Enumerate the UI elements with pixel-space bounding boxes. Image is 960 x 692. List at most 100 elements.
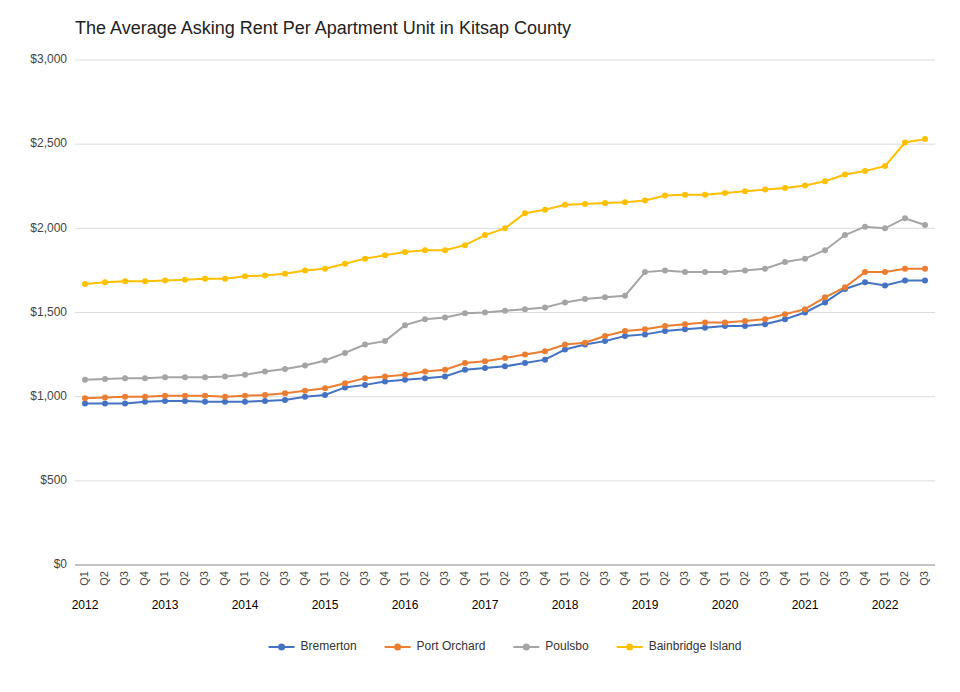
- point: [902, 266, 908, 272]
- point: [482, 358, 488, 364]
- x-tick-label: Q4: [298, 571, 310, 586]
- x-tick-label: Q3: [758, 571, 770, 586]
- y-tick-label: $3,000: [30, 52, 67, 66]
- point: [302, 267, 308, 273]
- point: [802, 306, 808, 312]
- point: [742, 318, 748, 324]
- point: [862, 269, 868, 275]
- point: [742, 267, 748, 273]
- point: [302, 363, 308, 369]
- point: [762, 316, 768, 322]
- point: [922, 136, 928, 142]
- point: [542, 357, 548, 363]
- point: [442, 367, 448, 373]
- point: [562, 299, 568, 305]
- point: [162, 374, 168, 380]
- y-tick-label: $2,500: [30, 136, 67, 150]
- year-label: 2016: [392, 598, 419, 612]
- point: [782, 185, 788, 191]
- x-tick-label: Q1: [718, 571, 730, 586]
- point: [882, 283, 888, 289]
- point: [822, 178, 828, 184]
- point: [482, 365, 488, 371]
- point: [322, 266, 328, 272]
- point: [82, 281, 88, 287]
- x-tick-label: Q3: [118, 571, 130, 586]
- x-tick-label: Q1: [638, 571, 650, 586]
- point: [882, 225, 888, 231]
- y-tick-label: $0: [54, 557, 68, 571]
- point: [342, 350, 348, 356]
- x-tick-label: Q1: [318, 571, 330, 586]
- point: [82, 377, 88, 383]
- point: [202, 374, 208, 380]
- point: [82, 395, 88, 401]
- point: [282, 390, 288, 396]
- point: [662, 323, 668, 329]
- x-tick-label: Q4: [378, 571, 390, 586]
- chart: The Average Asking Rent Per Apartment Un…: [0, 0, 960, 692]
- point: [402, 372, 408, 378]
- point: [762, 187, 768, 193]
- point: [722, 190, 728, 196]
- point: [422, 375, 428, 381]
- point: [242, 273, 248, 279]
- annotations: 2012201320142015201620172018201920202021…: [72, 598, 899, 612]
- point: [422, 368, 428, 374]
- point: [562, 202, 568, 208]
- point: [582, 296, 588, 302]
- point: [882, 269, 888, 275]
- year-label: 2022: [872, 598, 899, 612]
- point: [682, 321, 688, 327]
- point: [422, 247, 428, 253]
- grid-line: [75, 60, 935, 61]
- x-tick-label: Q4: [858, 571, 870, 586]
- point: [502, 308, 508, 314]
- point: [382, 252, 388, 258]
- point: [522, 210, 528, 216]
- x-tick-label: Q1: [878, 571, 890, 586]
- point: [482, 232, 488, 238]
- point: [362, 256, 368, 262]
- point: [322, 392, 328, 398]
- legend-marker: [523, 644, 530, 651]
- point: [702, 320, 708, 326]
- year-label: 2012: [72, 598, 99, 612]
- point: [902, 215, 908, 221]
- point: [802, 256, 808, 262]
- point: [662, 193, 668, 199]
- x-tick-label: Q2: [98, 571, 110, 586]
- y-tick-label: $1,500: [30, 305, 67, 319]
- x-tick-label: Q4: [138, 571, 150, 586]
- point: [562, 341, 568, 347]
- point: [242, 399, 248, 405]
- legend-item: Poulsbo: [513, 639, 589, 653]
- point: [162, 278, 168, 284]
- point: [862, 279, 868, 285]
- series-line: [85, 281, 925, 404]
- point: [922, 222, 928, 228]
- point: [262, 272, 268, 278]
- point: [722, 320, 728, 326]
- y-tick-label: $2,000: [30, 221, 67, 235]
- point: [282, 366, 288, 372]
- point: [222, 373, 228, 379]
- x-tick-label: Q3: [438, 571, 450, 586]
- x-tick-label: Q3: [678, 571, 690, 586]
- x-axis-line: [75, 565, 935, 566]
- x-tick-label: Q2: [178, 571, 190, 586]
- point: [702, 192, 708, 198]
- point: [422, 316, 428, 322]
- point: [822, 247, 828, 253]
- point: [342, 380, 348, 386]
- series-line: [85, 269, 925, 399]
- point: [122, 278, 128, 284]
- x-tick-label: Q2: [258, 571, 270, 586]
- point: [622, 199, 628, 205]
- legend-item: Bremerton: [269, 639, 357, 653]
- x-tick-label: Q1: [78, 571, 90, 586]
- point: [442, 315, 448, 321]
- x-tick-label: Q3: [358, 571, 370, 586]
- point: [102, 376, 108, 382]
- point: [202, 393, 208, 399]
